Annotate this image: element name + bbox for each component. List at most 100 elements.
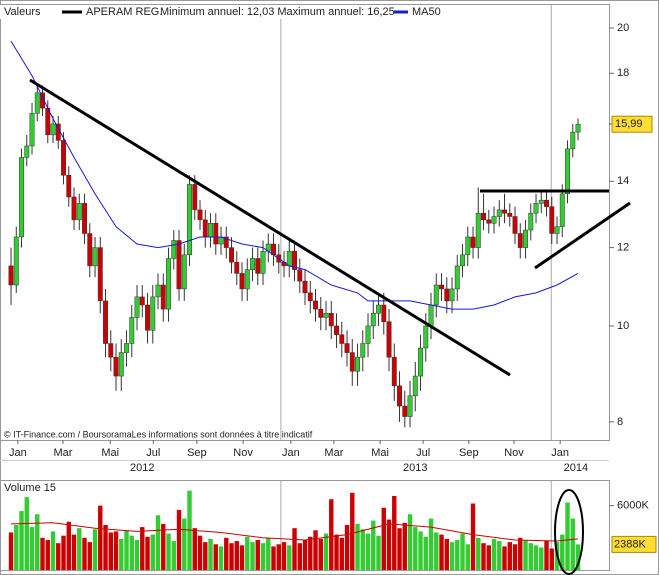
- volume-bar: [507, 542, 512, 570]
- candle-body: [124, 343, 129, 353]
- candle-body: [8, 265, 14, 286]
- support-line: [534, 201, 631, 270]
- x-tick-label: Sep: [459, 447, 479, 459]
- candle-body: [397, 385, 402, 407]
- volume-bar: [544, 541, 549, 570]
- candle-body: [449, 288, 455, 302]
- last-price-box: [611, 115, 653, 133]
- candle-body: [166, 258, 171, 310]
- volume-title: Volume 15: [4, 482, 56, 494]
- candle-body: [544, 199, 549, 207]
- volume-bar: [239, 545, 245, 570]
- volume-bar: [29, 527, 35, 570]
- volume-bar: [434, 532, 439, 570]
- volume-bar: [460, 533, 465, 570]
- volume-bar: [344, 524, 350, 570]
- candle-body: [271, 243, 276, 256]
- volume-bar: [82, 537, 87, 570]
- volume-bar: [292, 528, 297, 570]
- volume-bar: [449, 542, 455, 570]
- volume-bar: [145, 536, 150, 570]
- candle-body: [533, 203, 539, 214]
- candle-body: [381, 304, 387, 322]
- volume-bar: [161, 523, 166, 570]
- candle-body: [318, 308, 324, 318]
- candle-body: [349, 352, 355, 372]
- volume-bar: [402, 522, 407, 570]
- last-price-label: 15,99: [615, 118, 643, 130]
- volume-bar: [308, 536, 313, 570]
- candle-body: [554, 226, 560, 234]
- plot: 8101214161820JanMarMaiJulSepNovJanMarMai…: [8, 5, 657, 570]
- volume-bar: [407, 514, 413, 570]
- candle-body: [260, 250, 266, 274]
- volume-bar: [570, 518, 575, 570]
- legend-label: APERAM REG.: [86, 6, 162, 18]
- candle-body: [386, 321, 392, 358]
- candle-body: [50, 123, 56, 136]
- volume-bar: [213, 544, 218, 570]
- legend-label: MA50: [412, 6, 441, 18]
- candle-body: [61, 140, 66, 176]
- volume-bar: [119, 538, 124, 570]
- volume-bar: [281, 542, 287, 570]
- candle-body: [502, 209, 507, 214]
- candle-body: [334, 325, 339, 335]
- volume-bar: [276, 544, 281, 570]
- candle-body: [454, 265, 460, 290]
- candle-body: [250, 258, 255, 270]
- year-label: 2013: [403, 462, 427, 474]
- candle-body: [76, 203, 82, 221]
- volume-bar: [528, 543, 533, 570]
- subtitle: Minimum annuel: 12,03 Maximum annuel: 16…: [160, 6, 395, 18]
- x-tick-label: Mar: [324, 447, 343, 459]
- candle-body: [97, 247, 103, 302]
- x-tick-label: Jan: [551, 447, 569, 459]
- candle-body: [234, 261, 240, 274]
- candle-body: [29, 113, 35, 147]
- volume-bar: [318, 538, 323, 570]
- volume-bar: [339, 537, 344, 570]
- volume-bar: [418, 531, 423, 570]
- y-tick-label: 18: [617, 67, 629, 79]
- candle-body: [71, 196, 77, 221]
- candle-body: [255, 258, 261, 274]
- x-tick-label: Sep: [187, 447, 207, 459]
- y-tick-label: 12: [617, 242, 629, 254]
- candle-body: [407, 395, 413, 417]
- x-tick-label: Mar: [54, 447, 73, 459]
- volume-bar: [502, 546, 507, 570]
- volume-bar: [481, 543, 486, 570]
- volume-bar: [234, 541, 239, 570]
- x-tick-label: Nov: [233, 447, 253, 459]
- volume-bar: [444, 538, 449, 570]
- candle-body: [229, 247, 234, 263]
- candle-body: [475, 212, 481, 248]
- volume-bar: [287, 545, 292, 570]
- volume-bar: [71, 534, 77, 570]
- volume-bar: [302, 539, 308, 570]
- volume-bar: [549, 548, 554, 570]
- volume-bar: [350, 492, 355, 570]
- candle-body: [145, 304, 150, 331]
- volume-bar: [428, 518, 434, 570]
- candle-body: [202, 219, 208, 238]
- candle-body: [92, 247, 98, 267]
- volume-bar: [103, 524, 108, 570]
- candle-body: [402, 405, 408, 417]
- volume-bar: [35, 514, 40, 570]
- header-bg: [0, 5, 440, 19]
- volume-bar: [171, 541, 176, 570]
- volume-bar: [113, 531, 119, 570]
- candle-body: [528, 212, 534, 231]
- x-tick-label: Jul: [416, 447, 430, 459]
- volume-bar: [376, 535, 381, 570]
- volume-bar: [386, 519, 392, 570]
- candle-body: [181, 254, 187, 290]
- candle-body: [423, 325, 429, 349]
- volume-bar: [218, 546, 224, 570]
- volume-bar: [313, 530, 318, 570]
- volume-bar: [19, 511, 24, 570]
- candle-body: [208, 222, 213, 238]
